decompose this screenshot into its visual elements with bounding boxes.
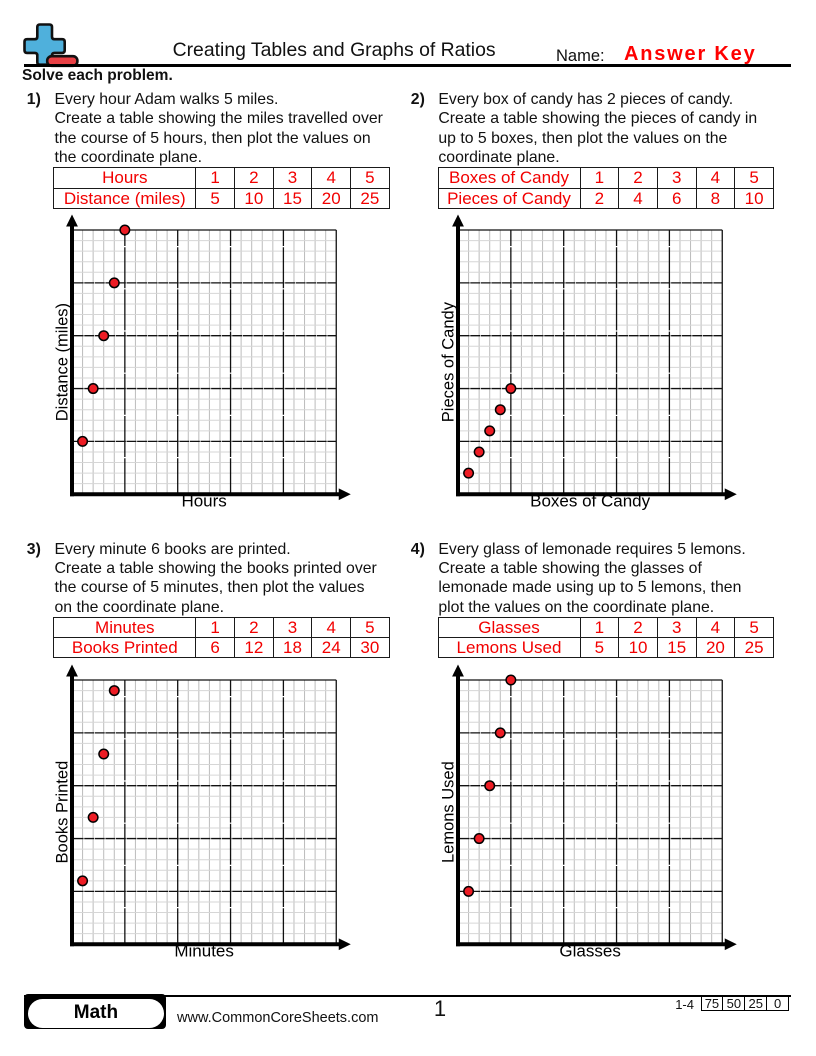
svg-text:Boxes of Candy: Boxes of Candy — [530, 491, 651, 510]
svg-text:Pieces of Candy: Pieces of Candy — [439, 301, 457, 422]
svg-text:Minutes: Minutes — [175, 941, 235, 960]
svg-text:Lemons Used: Lemons Used — [439, 761, 457, 863]
svg-text:Hours: Hours — [182, 491, 227, 510]
svg-text:Books Printed: Books Printed — [54, 761, 72, 864]
svg-text:Distance (miles): Distance (miles) — [54, 303, 72, 421]
svg-text:Glasses: Glasses — [559, 941, 620, 960]
